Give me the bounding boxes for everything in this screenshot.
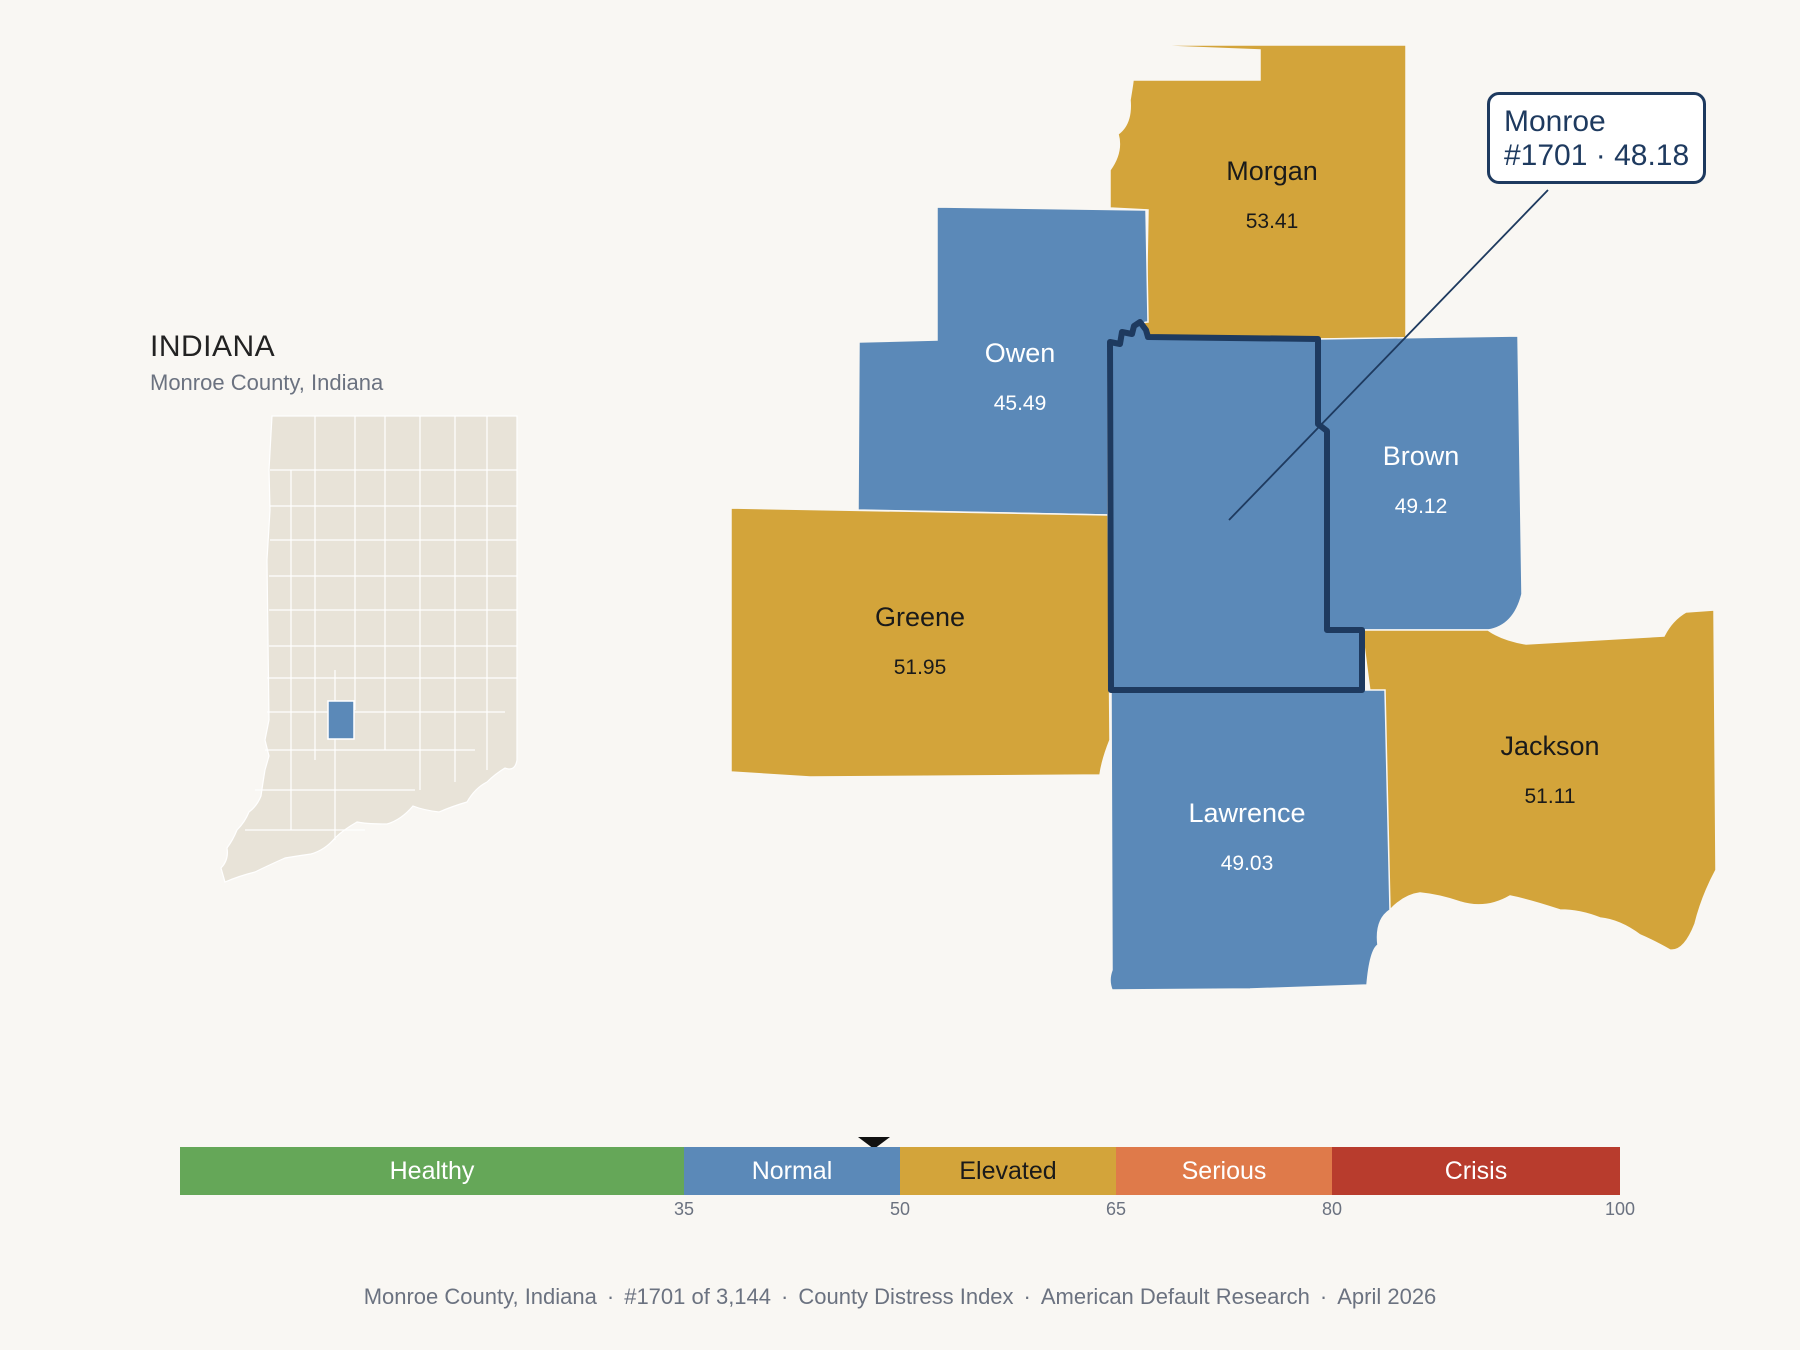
footer-caption: Monroe County, Indiana · #1701 of 3,144 · Co…: [363, 1284, 1437, 1309]
county-jackson[interactable]: [1361, 609, 1717, 951]
distress-scale-bar: Healthy Normal Elevated Serious Crisis: [180, 1147, 1620, 1195]
callout-leader-line: [1228, 189, 1549, 521]
scale-band-crisis: Crisis: [1332, 1147, 1620, 1195]
indiana-state-outline: [220, 415, 518, 883]
callout-rank-score: #1701 · 48.18: [1504, 139, 1690, 172]
footer-rank: #1701 of 3,144: [624, 1284, 772, 1309]
county-lawrence[interactable]: [1109, 689, 1391, 991]
monroe-highlight: [327, 700, 355, 740]
scale-band-normal: Normal: [684, 1147, 900, 1195]
callout-county-name: Monroe: [1504, 105, 1606, 138]
scale-band-healthy: Healthy: [180, 1147, 684, 1195]
footer-source: American Default Research: [1040, 1284, 1310, 1309]
footer-location: Monroe County, Indiana: [363, 1284, 597, 1309]
county-label-owen: Owen: [985, 338, 1056, 368]
state-header: INDIANA Monroe County, Indiana: [150, 330, 550, 396]
scale-band-serious: Serious: [1116, 1147, 1332, 1195]
footer-date: April 2026: [1337, 1284, 1437, 1309]
state-title: INDIANA: [150, 330, 276, 363]
county-morgan[interactable]: [1109, 44, 1407, 340]
county-value-jackson: 51.11: [1525, 785, 1576, 808]
county-grid-lines: [245, 416, 517, 840]
county-monroe-outline[interactable]: [1107, 319, 1365, 693]
current-score-marker-icon: [857, 1137, 890, 1149]
county-value-brown: 49.12: [1395, 495, 1448, 518]
county-value-greene: 51.95: [894, 656, 947, 679]
county-value-owen: 45.49: [994, 392, 1047, 415]
county-label-jackson: Jackson: [1500, 731, 1599, 761]
county-label-morgan: Morgan: [1226, 156, 1318, 186]
scale-tick-80: 80: [1321, 1199, 1343, 1219]
county-value-morgan: 53.41: [1246, 210, 1299, 233]
county-label-greene: Greene: [875, 602, 965, 632]
state-subtitle: Monroe County, Indiana: [150, 370, 384, 395]
county-brown[interactable]: [1317, 335, 1523, 631]
scale-band-elevated: Elevated: [900, 1147, 1116, 1195]
county-label-brown: Brown: [1383, 441, 1460, 471]
footer-index-name: County Distress Index: [798, 1284, 1014, 1309]
scale-tick-100: 100: [1604, 1199, 1636, 1219]
monroe-callout: Monroe #1701 · 48.18: [1487, 92, 1707, 184]
indiana-locator-map: [220, 415, 518, 883]
scale-tick-50: 50: [889, 1199, 911, 1219]
county-neighborhood-map: Morgan 53.41 Owen 45.49 Brown 49.12 Greene 51.9…: [730, 44, 1717, 991]
scale-tick-35: 35: [673, 1199, 695, 1219]
scale-tick-65: 65: [1105, 1199, 1127, 1219]
county-label-lawrence: Lawrence: [1188, 798, 1305, 828]
county-greene[interactable]: [730, 507, 1111, 778]
county-value-lawrence: 49.03: [1221, 852, 1274, 875]
